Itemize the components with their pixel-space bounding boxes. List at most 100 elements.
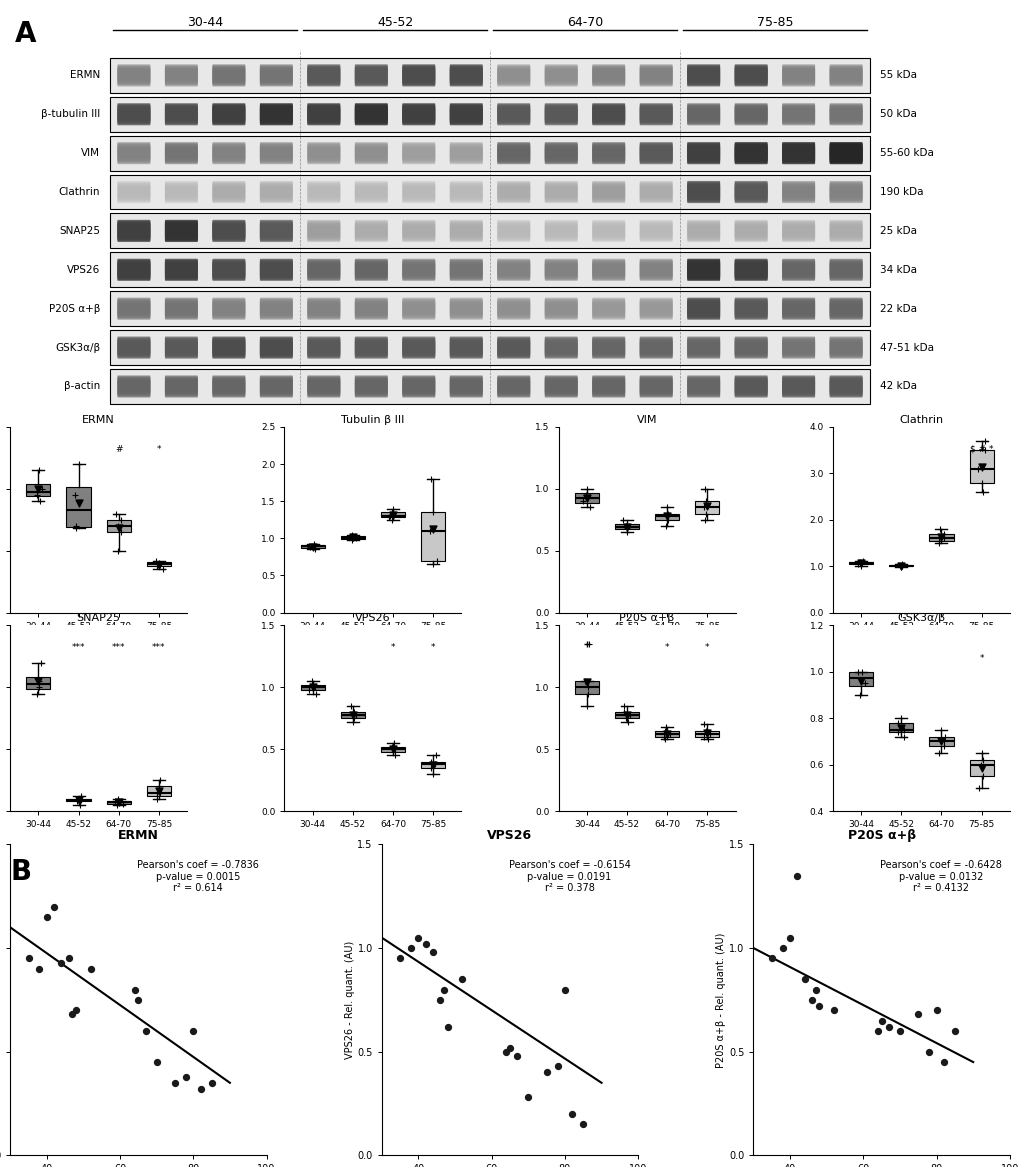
Point (391, 949, 408, 967)
FancyBboxPatch shape (782, 340, 814, 355)
FancyBboxPatch shape (828, 183, 862, 201)
FancyBboxPatch shape (307, 71, 340, 81)
PathPatch shape (654, 513, 679, 519)
FancyBboxPatch shape (687, 148, 719, 158)
FancyBboxPatch shape (687, 341, 719, 354)
FancyBboxPatch shape (260, 379, 292, 394)
FancyBboxPatch shape (497, 264, 530, 275)
FancyBboxPatch shape (497, 260, 530, 279)
FancyBboxPatch shape (260, 264, 292, 275)
FancyBboxPatch shape (165, 71, 198, 81)
FancyBboxPatch shape (544, 377, 577, 396)
Point (109, 517, 125, 536)
FancyBboxPatch shape (110, 214, 869, 249)
FancyBboxPatch shape (782, 145, 814, 161)
FancyBboxPatch shape (592, 106, 625, 123)
Point (68, 1001, 85, 1020)
FancyBboxPatch shape (687, 377, 719, 396)
FancyBboxPatch shape (307, 188, 340, 197)
FancyBboxPatch shape (260, 376, 292, 397)
FancyBboxPatch shape (687, 109, 719, 120)
FancyBboxPatch shape (687, 264, 719, 275)
FancyBboxPatch shape (592, 148, 625, 158)
FancyBboxPatch shape (117, 380, 150, 393)
Point (304, 672, 320, 691)
PathPatch shape (969, 450, 993, 483)
Point (151, 782, 167, 801)
FancyBboxPatch shape (497, 65, 530, 85)
FancyBboxPatch shape (165, 67, 198, 85)
Point (423, 759, 439, 777)
FancyBboxPatch shape (401, 378, 435, 394)
FancyBboxPatch shape (734, 379, 767, 394)
FancyBboxPatch shape (687, 187, 719, 197)
FancyBboxPatch shape (497, 183, 530, 201)
FancyBboxPatch shape (401, 145, 435, 161)
PathPatch shape (969, 760, 993, 776)
FancyBboxPatch shape (401, 300, 435, 317)
FancyBboxPatch shape (117, 144, 150, 163)
Title: VIM: VIM (636, 414, 656, 425)
FancyBboxPatch shape (544, 376, 577, 398)
Point (410, 929, 426, 948)
FancyBboxPatch shape (687, 382, 719, 391)
Point (193, 1079, 209, 1098)
FancyBboxPatch shape (117, 300, 150, 317)
FancyBboxPatch shape (355, 336, 387, 358)
FancyBboxPatch shape (734, 338, 767, 357)
PathPatch shape (301, 545, 324, 547)
FancyBboxPatch shape (592, 146, 625, 161)
FancyBboxPatch shape (449, 377, 482, 396)
FancyBboxPatch shape (449, 376, 482, 398)
FancyBboxPatch shape (307, 265, 340, 274)
Point (347, 529, 364, 547)
FancyBboxPatch shape (307, 183, 340, 201)
FancyBboxPatch shape (734, 259, 767, 281)
Point (508, 1047, 525, 1065)
FancyBboxPatch shape (544, 146, 577, 161)
FancyBboxPatch shape (355, 259, 387, 280)
Point (932, 732, 949, 750)
FancyBboxPatch shape (449, 302, 482, 315)
Title: ERMN: ERMN (118, 829, 159, 841)
FancyBboxPatch shape (165, 147, 198, 159)
Point (305, 534, 321, 553)
Point (71, 796, 88, 815)
FancyBboxPatch shape (828, 340, 862, 355)
PathPatch shape (380, 512, 405, 517)
Point (344, 713, 361, 732)
Point (893, 555, 909, 574)
FancyBboxPatch shape (828, 65, 862, 85)
FancyBboxPatch shape (117, 305, 150, 314)
Point (152, 783, 168, 802)
FancyBboxPatch shape (401, 302, 435, 315)
PathPatch shape (574, 682, 598, 693)
FancyBboxPatch shape (165, 70, 198, 81)
FancyBboxPatch shape (110, 175, 869, 209)
FancyBboxPatch shape (165, 107, 198, 121)
FancyBboxPatch shape (449, 146, 482, 161)
Point (655, 727, 672, 746)
FancyBboxPatch shape (782, 303, 814, 314)
FancyBboxPatch shape (260, 183, 292, 201)
Point (425, 503, 441, 522)
FancyBboxPatch shape (687, 224, 719, 238)
Point (155, 560, 171, 579)
FancyBboxPatch shape (592, 341, 625, 354)
FancyBboxPatch shape (260, 64, 292, 86)
FancyBboxPatch shape (687, 223, 719, 239)
FancyBboxPatch shape (307, 105, 340, 124)
FancyBboxPatch shape (165, 260, 198, 279)
FancyBboxPatch shape (260, 378, 292, 394)
FancyBboxPatch shape (734, 109, 767, 120)
FancyBboxPatch shape (212, 376, 245, 397)
FancyBboxPatch shape (639, 264, 672, 277)
FancyBboxPatch shape (639, 65, 672, 85)
FancyBboxPatch shape (734, 187, 767, 197)
Point (425, 555, 441, 574)
Point (301, 537, 317, 555)
Point (307, 684, 323, 703)
FancyBboxPatch shape (592, 147, 625, 159)
Point (789, 866, 805, 885)
FancyBboxPatch shape (165, 261, 198, 278)
